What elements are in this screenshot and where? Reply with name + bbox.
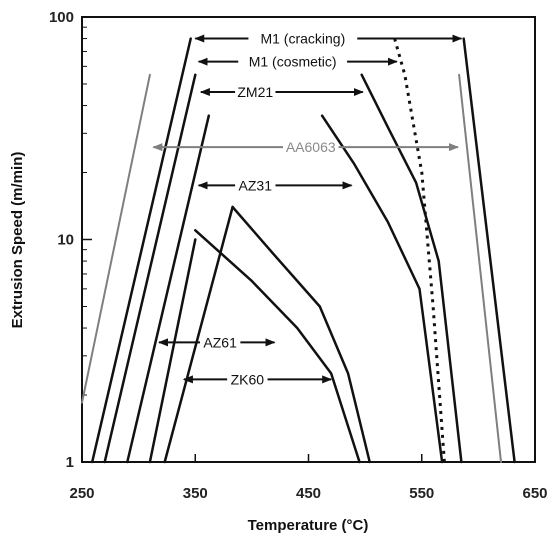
x-axis-label: Temperature (°C) (248, 517, 369, 534)
series-line-4 (103, 73, 197, 464)
series-line-7 (163, 205, 234, 464)
y-tick-label-1: 1 (66, 454, 74, 471)
x-tick-label-450: 450 (296, 485, 321, 502)
annotation-label-0: M1 (cracking) (260, 31, 345, 47)
x-tick-label-350: 350 (183, 485, 208, 502)
series-line-8 (231, 205, 371, 464)
annotation-label-3: AA6063 (286, 139, 336, 155)
x-tick-label-250: 250 (69, 485, 94, 502)
series-layer (81, 37, 516, 464)
y-axis-label: Extrusion Speed (m/min) (9, 152, 26, 329)
plot-frame (81, 16, 536, 463)
series-line-2 (90, 37, 192, 464)
y-axis-ticks: 1 10 100 (49, 9, 92, 471)
series-line-9 (194, 229, 361, 464)
x-tick-label-550: 550 (409, 485, 434, 502)
series-line-10 (320, 114, 444, 464)
series-line-5 (126, 114, 211, 464)
series-line-11 (360, 73, 463, 464)
annotation-layer: M1 (cracking) M1 (cosmetic) ZM21 AA6063 AZ31… (152, 31, 463, 387)
annotation-label-6: ZK60 (231, 371, 265, 387)
series-line-12 (393, 38, 446, 463)
series-line-0 (81, 73, 151, 404)
series-line-1 (458, 73, 502, 463)
series-line-6 (148, 238, 197, 464)
annotation-label-2: ZM21 (237, 84, 273, 100)
y-tick-label-10: 10 (57, 232, 74, 249)
x-axis-ticks: 250 350 450 550 650 (69, 454, 548, 502)
annotation-label-1: M1 (cosmetic) (249, 54, 337, 70)
y-tick-label-100: 100 (49, 9, 74, 26)
series-line-3 (462, 37, 516, 464)
x-tick-label-650: 650 (522, 485, 547, 502)
annotation-label-5: AZ61 (203, 334, 237, 350)
annotation-label-4: AZ31 (239, 177, 273, 193)
